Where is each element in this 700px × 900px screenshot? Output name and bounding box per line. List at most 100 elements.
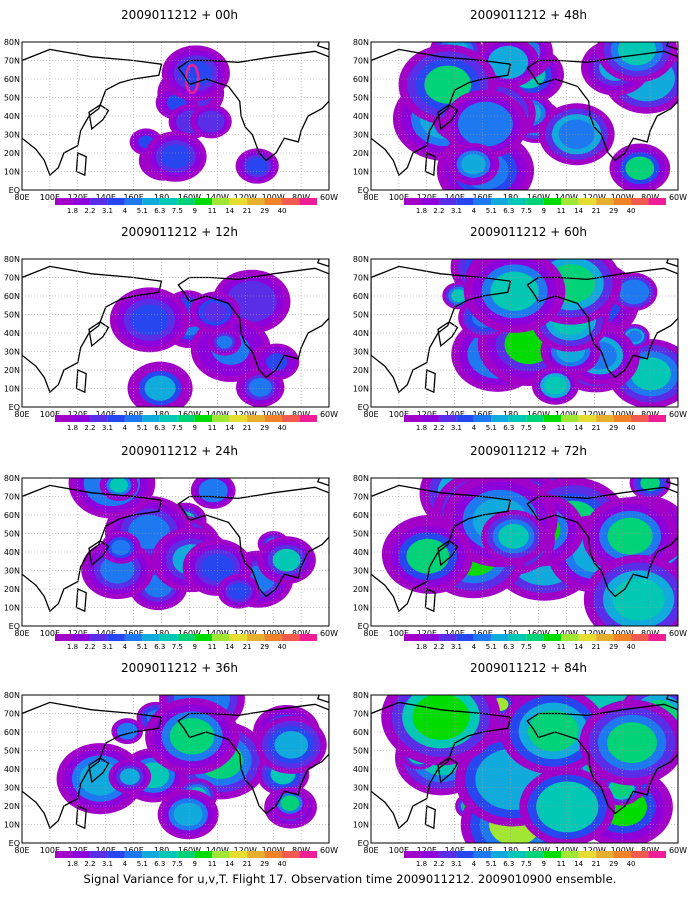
colorbar-swatch [107, 198, 125, 205]
coastline [424, 805, 436, 830]
coastline [177, 267, 329, 379]
colorbar-swatch [561, 415, 579, 422]
colorbar-label: 3.1 [102, 860, 113, 868]
colorbar-swatch [124, 198, 143, 205]
coastline [424, 588, 436, 613]
x-tick-label: 140E [96, 193, 116, 202]
colorbar-swatch [578, 851, 597, 858]
y-tick-label: 80N [353, 474, 369, 483]
colorbar-label: 9 [192, 424, 196, 432]
map-field [22, 478, 329, 626]
coastline [437, 321, 459, 348]
colorbar-swatch [543, 198, 562, 205]
colorbar-swatch [561, 851, 579, 858]
variance-contour [144, 375, 176, 401]
colorbar-swatch [177, 851, 195, 858]
x-tick-label: 160W [527, 193, 550, 202]
variance-contour [280, 795, 300, 811]
colorbar-swatch [543, 851, 562, 858]
x-tick-label: 140W [206, 410, 229, 419]
x-tick-label: 120W [234, 410, 257, 419]
colorbar-swatch [247, 851, 265, 858]
variance-contour [272, 548, 301, 572]
colorbar-label: 1.8 [67, 424, 78, 432]
x-tick-label: 160W [527, 410, 550, 419]
map-frame [21, 477, 330, 627]
colorbar-label: 2.2 [84, 207, 95, 215]
y-tick-label: 30N [353, 131, 369, 140]
y-tick-label: 50N [4, 311, 20, 320]
colorbar-swatch [107, 415, 125, 422]
variance-contour [248, 377, 272, 397]
variance-contour [493, 50, 523, 75]
x-tick-label: 60W [669, 846, 687, 855]
colorbar-label: 2.2 [433, 207, 444, 215]
x-tick-label: 120E [417, 846, 437, 855]
map-frame [370, 694, 679, 844]
x-tick-label: 140W [555, 193, 578, 202]
coastline [526, 50, 678, 162]
x-tick-label: 100W [262, 410, 285, 419]
colorbar-swatch [159, 851, 178, 858]
y-tick-label: 40N [353, 765, 369, 774]
colorbar-label: 29 [609, 424, 618, 432]
y-tick-label: 40N [4, 329, 20, 338]
variance-contour [266, 353, 288, 371]
map-frame [21, 694, 330, 844]
colorbar-swatch [89, 634, 108, 641]
colorbar-label: 7.5 [172, 424, 183, 432]
colorbar-swatch [212, 415, 230, 422]
x-tick-label: 160E [123, 846, 143, 855]
panel-title: 2009011212 + 60h [470, 225, 587, 239]
map-frame [370, 41, 679, 191]
y-tick-label: 70N [353, 57, 369, 66]
x-tick-label: 160E [472, 193, 492, 202]
y-tick-label: 80N [353, 38, 369, 47]
colorbar-label: 9 [192, 860, 196, 868]
y-tick-label: EQ [9, 839, 20, 848]
colorbar-swatch [212, 851, 230, 858]
y-tick-label: 70N [4, 274, 20, 283]
x-tick-label: 100E [389, 410, 409, 419]
colorbar-label: 11 [557, 860, 566, 868]
colorbar-swatch [456, 415, 474, 422]
colorbar-label: 4 [123, 207, 128, 215]
y-tick-label: 20N [4, 585, 20, 594]
colorbar-label: 1.8 [67, 643, 78, 651]
x-tick-label: 120W [234, 629, 257, 638]
x-tick-label: 80W [641, 193, 659, 202]
colorbar-swatch [491, 634, 509, 641]
y-tick-label: EQ [358, 186, 369, 195]
colorbar-swatch [89, 198, 108, 205]
x-tick-label: 100W [611, 193, 634, 202]
coastline [424, 152, 436, 177]
colorbar-label: 21 [243, 860, 252, 868]
x-tick-label: 60W [320, 846, 338, 855]
colorbar-label: 7.5 [172, 860, 183, 868]
colorbar-swatch [631, 634, 649, 641]
x-tick-label: 100W [611, 629, 634, 638]
colorbar-label: 5.1 [137, 860, 148, 868]
colorbar-swatch [247, 198, 265, 205]
x-tick-label: 80W [641, 846, 659, 855]
colorbar-swatch [282, 198, 300, 205]
figure-caption: Signal Variance for u,v,T. Flight 17. Ob… [83, 872, 617, 886]
colorbar-swatch [631, 198, 649, 205]
x-tick-label: 180 [503, 629, 518, 638]
map-field [371, 478, 678, 626]
y-tick-label: 20N [4, 149, 20, 158]
colorbar-swatch [596, 198, 614, 205]
y-tick-label: 50N [353, 94, 369, 103]
colorbar-swatch [508, 198, 527, 205]
panel-title: 2009011212 + 72h [470, 444, 587, 458]
variance-contour [424, 65, 472, 104]
colorbar-swatch [421, 634, 439, 641]
x-tick-label: 80W [292, 629, 310, 638]
panel-title: 2009011212 + 24h [121, 444, 238, 458]
x-tick-label: 140E [96, 846, 116, 855]
panel-title: 2009011212 + 48h [470, 8, 587, 22]
variance-contour [111, 539, 131, 556]
colorbar-label: 5.1 [137, 424, 148, 432]
colorbar-swatch [194, 634, 213, 641]
colorbar-label: 2.2 [84, 643, 95, 651]
